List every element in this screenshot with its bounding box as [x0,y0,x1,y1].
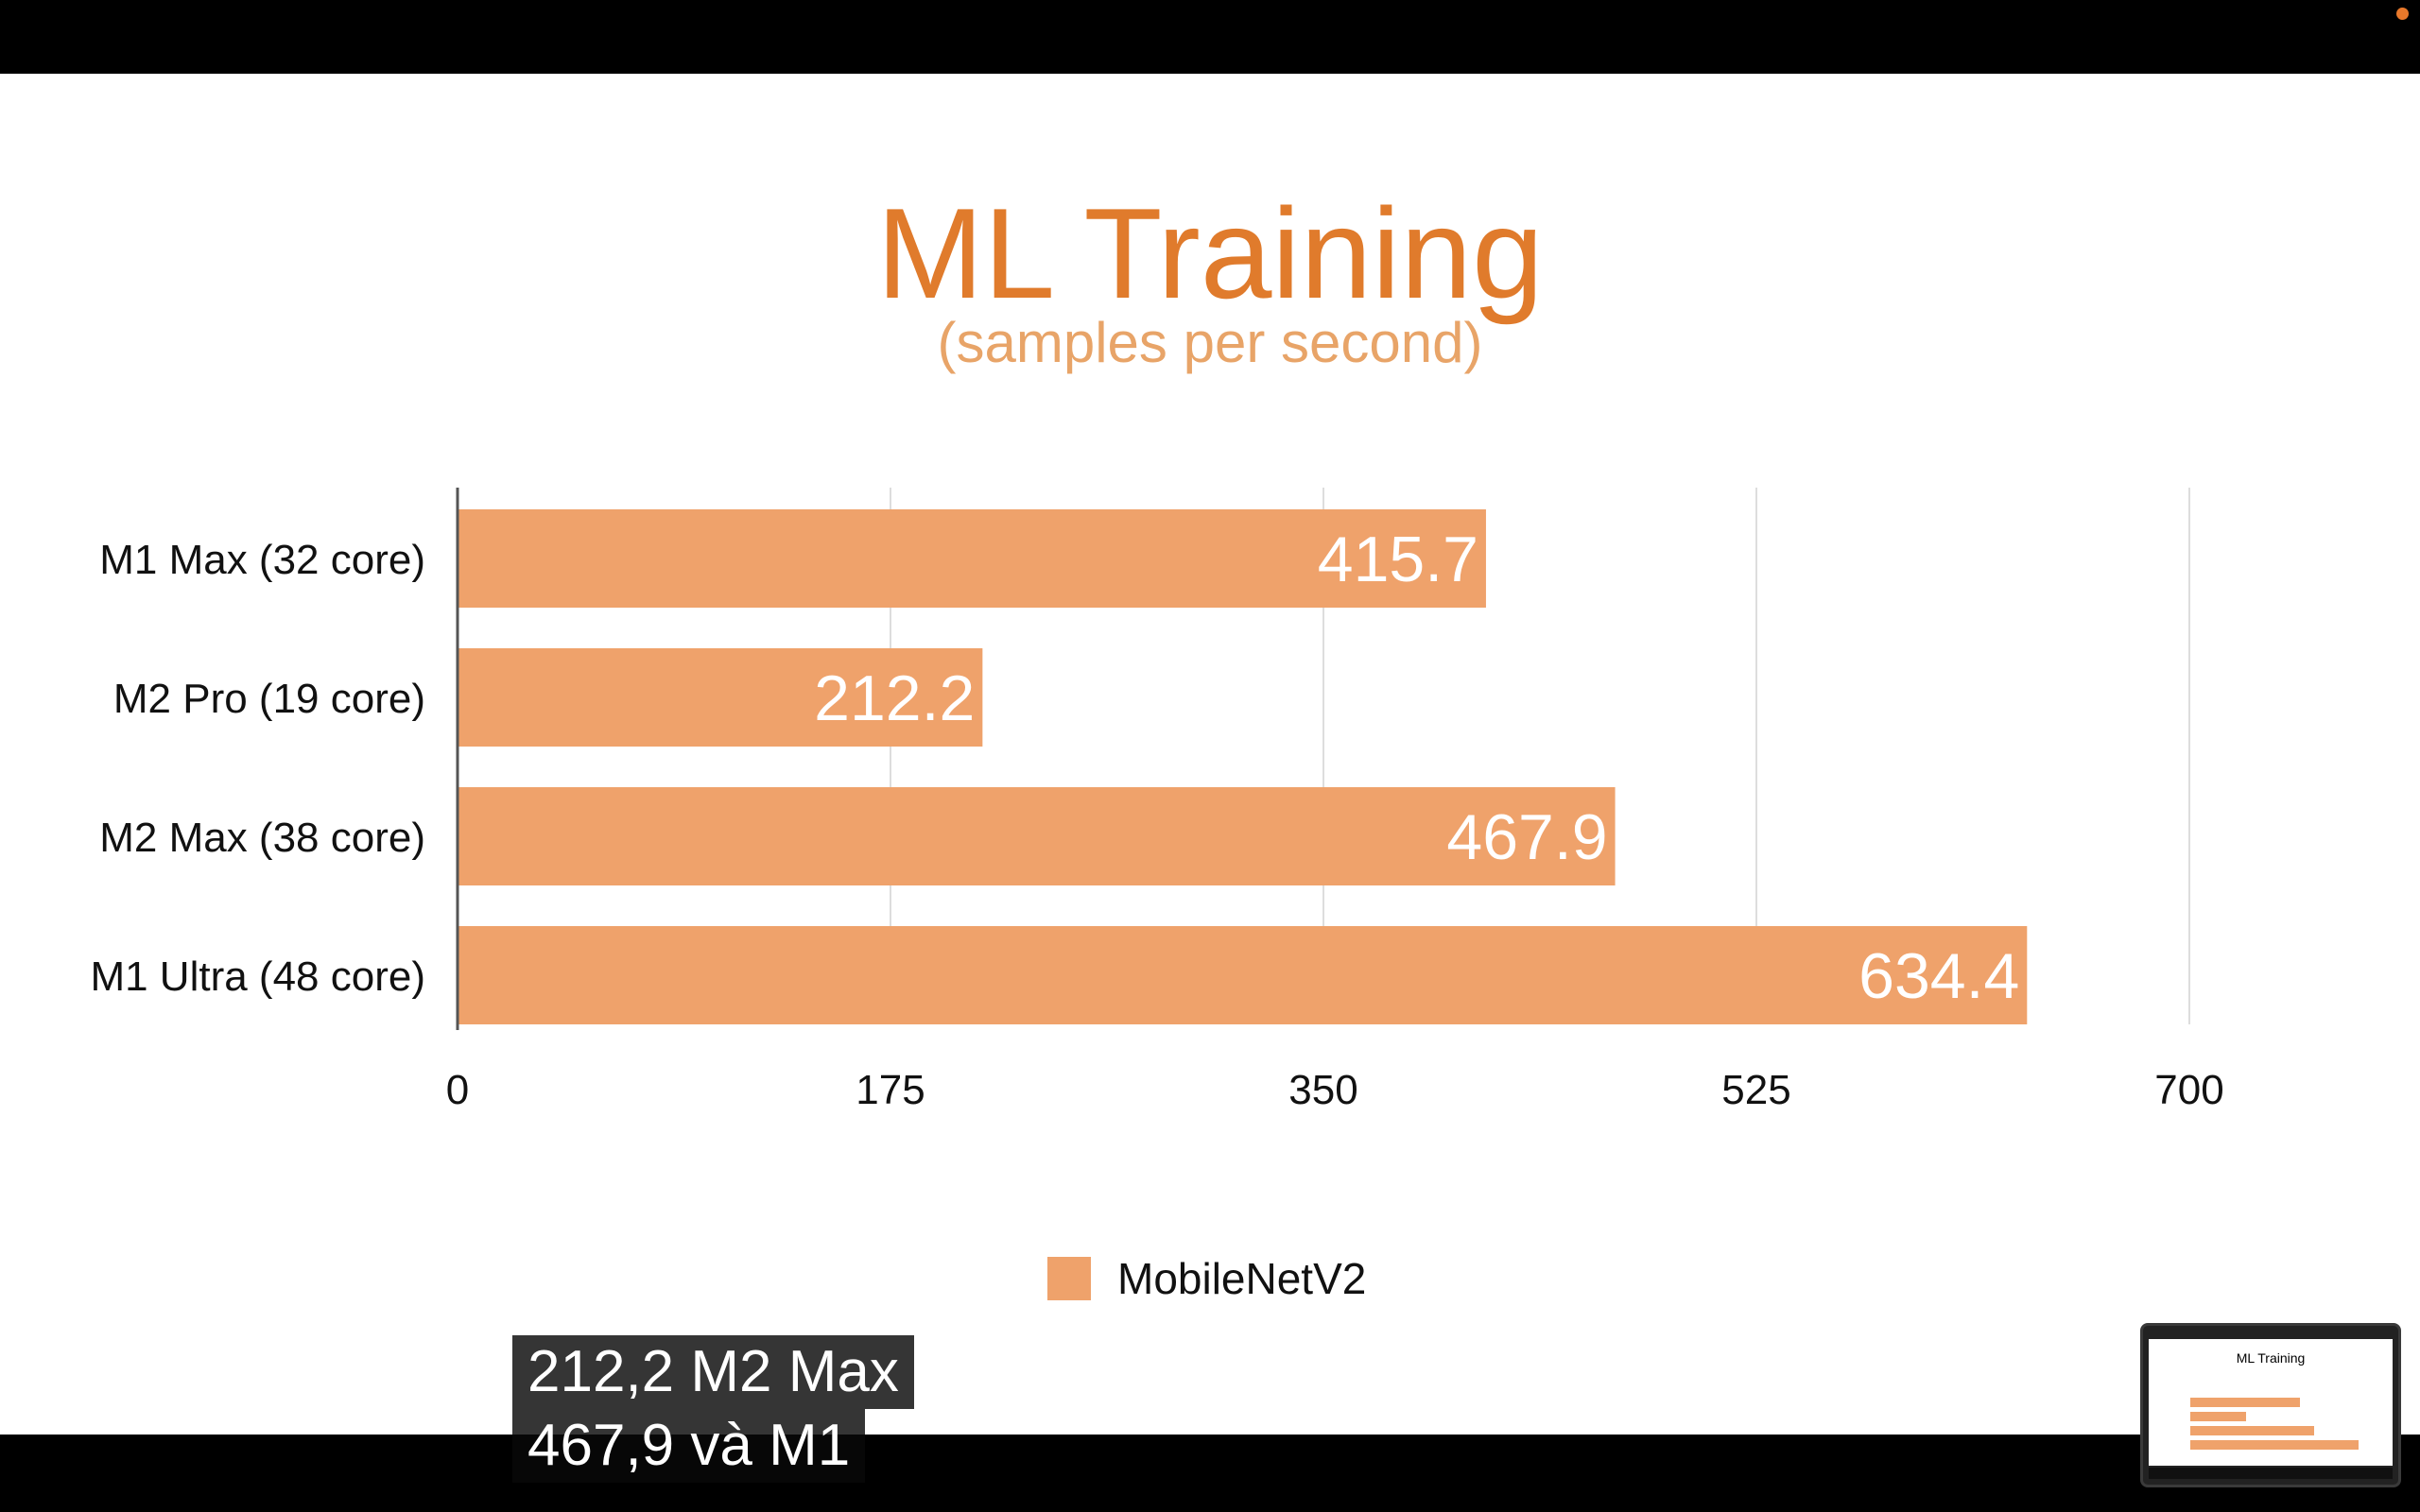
bar-value-label: 212.2 [814,662,975,734]
caption-line-2: 467,9 và M1 [512,1409,866,1483]
chart-title: ML Training [876,181,1544,325]
pip-bar [2190,1398,2301,1407]
bar-chart: 415.7 212.2 467.9 634.4 M1 Max (32 core) M2 … [90,488,2224,1113]
category-label: M1 Ultra (48 core) [90,954,425,1000]
bar [458,787,1616,885]
bar [458,509,1486,608]
pip-bar [2190,1440,2359,1450]
x-tick-label: 525 [1721,1067,1790,1113]
category-label: M2 Pro (19 core) [113,676,425,722]
category-label: M1 Max (32 core) [99,537,425,583]
recording-indicator-icon [2396,8,2409,20]
x-tick-label: 0 [446,1067,469,1113]
subtitle-caption: 212,2 M2 Max 467,9 và M1 [512,1335,914,1483]
bar [458,648,983,747]
legend-swatch [1047,1257,1091,1300]
legend-label: MobileNetV2 [1117,1254,1367,1303]
pip-bar [2190,1426,2314,1435]
pip-controls-bar [2149,1468,2393,1479]
bar-value-label: 467.9 [1446,801,1607,873]
caption-line-1: 212,2 M2 Max [512,1335,914,1409]
pip-slide-preview: ML Training [2149,1339,2393,1466]
x-tick-label: 350 [1288,1067,1357,1113]
presentation-slide: 415.7 212.2 467.9 634.4 M1 Max (32 core) M2 … [0,74,2420,1435]
bar-value-label: 415.7 [1318,524,1478,595]
x-tick-label: 700 [2154,1067,2223,1113]
bottom-black-bar [0,1435,2420,1512]
x-axis-tick-labels: 0 175 350 525 700 [446,1067,2224,1113]
top-black-bar [0,0,2420,74]
category-labels: M1 Max (32 core) M2 Pro (19 core) M2 Max (… [90,537,425,1000]
bar-value-label: 634.4 [1858,940,2019,1012]
pip-chart-title: ML Training [2236,1350,2306,1366]
x-tick-label: 175 [856,1067,925,1113]
bar [458,926,2028,1024]
picture-in-picture-thumbnail[interactable]: ML Training [2140,1323,2401,1487]
pip-bar [2190,1412,2247,1421]
chart-subtitle: (samples per second) [937,311,1483,374]
chart-legend: MobileNetV2 [1047,1250,1366,1307]
category-label: M2 Max (38 core) [99,815,425,861]
bars: 415.7 212.2 467.9 634.4 [458,509,2028,1024]
